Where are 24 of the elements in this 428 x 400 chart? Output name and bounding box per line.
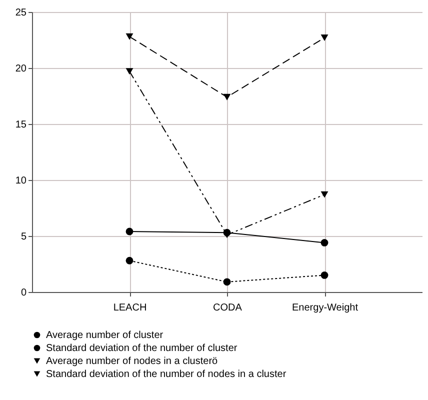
point bbox=[320, 239, 328, 246]
point bbox=[223, 278, 231, 286]
point bbox=[320, 191, 328, 198]
y-tick-label: 15 bbox=[15, 120, 27, 130]
point bbox=[126, 33, 134, 40]
y-tick-label: 5 bbox=[20, 232, 27, 242]
y-tick-label: 25 bbox=[15, 8, 27, 18]
legend-label: Average number of nodes in a clusterö bbox=[46, 356, 218, 367]
point bbox=[320, 272, 328, 279]
y-tick-label: 10 bbox=[15, 176, 27, 186]
x-tick-label: Energy-Weight bbox=[292, 302, 358, 314]
point bbox=[223, 94, 231, 100]
x-tick-label: LEACH bbox=[113, 302, 147, 314]
point bbox=[126, 228, 134, 236]
legend-label: Average number of cluster bbox=[46, 330, 164, 341]
point bbox=[320, 34, 328, 41]
point bbox=[223, 228, 231, 236]
point bbox=[126, 256, 134, 264]
legend-label: Standard deviation of the number of cluster bbox=[46, 343, 238, 354]
legend-label: Standard deviation of the number of nodes in a cluster bbox=[46, 369, 287, 380]
y-tick-label: 20 bbox=[15, 64, 27, 74]
x-tick-label: CODA bbox=[213, 302, 242, 314]
point bbox=[126, 68, 134, 75]
y-tick-label: 0 bbox=[20, 288, 27, 298]
